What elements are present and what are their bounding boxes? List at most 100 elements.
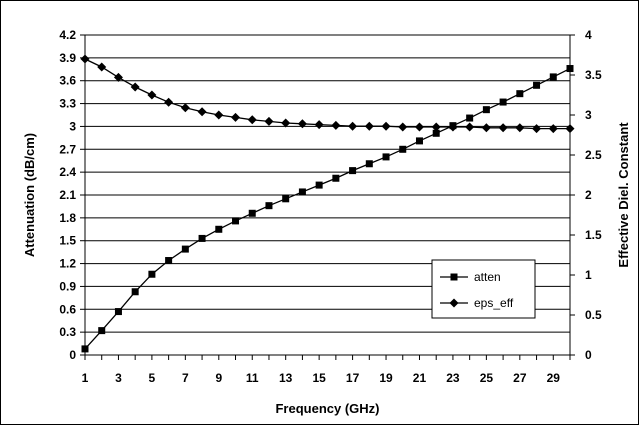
data-point-eps_eff	[197, 107, 207, 117]
data-point-eps_eff	[297, 119, 307, 129]
axes: 0 0.3 0.6 0.9 1.2 1.5 1.8 2.1 2.4 2.7 3 3.3 3.6 3.9 4.…	[22, 28, 631, 416]
data-point-atten	[482, 106, 490, 114]
y-right-tick-label: 4	[585, 28, 592, 42]
y-right-tick-label: 2.5	[585, 148, 602, 162]
data-point-atten	[114, 308, 122, 316]
data-point-atten	[499, 98, 507, 106]
y-left-tick-label: 0.6	[59, 302, 76, 316]
x-tick-label: 21	[413, 371, 427, 385]
data-point-eps_eff	[147, 90, 157, 100]
x-axis-title: Frequency (GHz)	[275, 401, 379, 416]
data-point-eps_eff	[515, 123, 525, 133]
data-point-eps_eff	[364, 121, 374, 131]
y-left-tick-label: 3	[69, 119, 76, 133]
data-point-eps_eff	[348, 121, 358, 131]
data-point-atten	[282, 195, 290, 203]
data-point-atten	[232, 217, 240, 225]
y-left-tick-label: 1.2	[59, 257, 76, 271]
data-point-eps_eff	[331, 120, 341, 130]
data-point-atten	[215, 225, 223, 233]
x-tick-label: 7	[182, 371, 189, 385]
data-point-eps_eff	[481, 123, 491, 133]
data-point-eps_eff	[231, 112, 241, 122]
data-point-eps_eff	[565, 124, 575, 134]
y-left-tick-label: 3.9	[59, 51, 76, 65]
data-point-eps_eff	[314, 120, 324, 130]
y-right-tick-label: 3	[585, 108, 592, 122]
data-point-atten	[415, 137, 423, 145]
series-atten	[81, 65, 574, 353]
x-tick-label: 15	[312, 371, 326, 385]
y-right-tick-label: 0	[585, 348, 592, 362]
y-left-tick-label: 1.5	[59, 234, 76, 248]
y-right-tick-label: 1	[585, 268, 592, 282]
data-point-eps_eff	[214, 110, 224, 120]
data-point-eps_eff	[398, 122, 408, 132]
y-left-tick-label: 0.3	[59, 325, 76, 339]
x-tick-label: 13	[279, 371, 293, 385]
data-point-eps_eff	[414, 122, 424, 132]
data-point-eps_eff	[431, 122, 441, 132]
x-tick-label: 23	[446, 371, 460, 385]
legend-marker	[450, 273, 458, 281]
series	[80, 54, 575, 353]
x-tick-label: 29	[547, 371, 561, 385]
data-point-atten	[432, 129, 440, 137]
data-point-atten	[315, 181, 323, 189]
y-left-tick-label: 2.4	[59, 165, 76, 179]
data-point-atten	[298, 188, 306, 196]
x-tick-label: 9	[215, 371, 222, 385]
legend-label: eps_eff	[474, 296, 514, 310]
data-point-atten	[466, 114, 474, 122]
data-point-atten	[165, 257, 173, 265]
data-point-atten	[549, 73, 557, 81]
data-point-eps_eff	[381, 121, 391, 131]
x-tick-label: 27	[513, 371, 527, 385]
data-point-atten	[148, 270, 156, 278]
data-point-atten	[131, 288, 139, 296]
data-point-eps_eff	[130, 82, 140, 92]
data-point-atten	[566, 65, 574, 73]
x-tick-label: 1	[82, 371, 89, 385]
y-right-axis-title: Effective Diel. Constant	[616, 122, 631, 268]
x-tick-label: 19	[379, 371, 393, 385]
data-point-eps_eff	[97, 62, 107, 72]
y-left-tick-label: 2.7	[59, 142, 76, 156]
y-right-tick-label: 1.5	[585, 228, 602, 242]
data-point-atten	[382, 153, 390, 161]
y-left-tick-label: 0	[69, 348, 76, 362]
data-point-atten	[533, 81, 541, 89]
y-right-tick-label: 2	[585, 188, 592, 202]
data-point-eps_eff	[532, 124, 542, 134]
data-point-eps_eff	[80, 54, 90, 64]
data-point-atten	[399, 145, 407, 153]
legend-item-atten: atten	[440, 270, 501, 284]
y-left-tick-label: 1.8	[59, 211, 76, 225]
data-point-atten	[349, 167, 357, 175]
y-left-tick-label: 3.6	[59, 74, 76, 88]
data-point-atten	[332, 174, 340, 182]
legend-box	[431, 259, 536, 319]
data-point-eps_eff	[281, 118, 291, 128]
y-left-tick-label: 2.1	[59, 188, 76, 202]
x-tick-label: 11	[246, 371, 259, 385]
data-point-atten	[181, 245, 189, 253]
data-point-atten	[265, 202, 273, 210]
data-point-eps_eff	[247, 115, 257, 125]
data-point-eps_eff	[548, 124, 558, 134]
y-right-tick-label: 3.5	[585, 68, 602, 82]
x-tick-label: 3	[115, 371, 122, 385]
y-left-tick-label: 0.9	[59, 279, 76, 293]
data-point-atten	[98, 327, 106, 335]
x-tick-label: 5	[149, 371, 156, 385]
y-left-axis-title: Attenuation (dB/cm)	[22, 133, 37, 257]
legend-marker	[449, 298, 459, 308]
data-point-atten	[516, 90, 524, 98]
data-point-atten	[81, 345, 89, 353]
data-point-eps_eff	[465, 122, 475, 132]
y-left-tick-label: 3.3	[59, 97, 76, 111]
data-point-eps_eff	[180, 103, 190, 113]
data-point-atten	[365, 160, 373, 168]
